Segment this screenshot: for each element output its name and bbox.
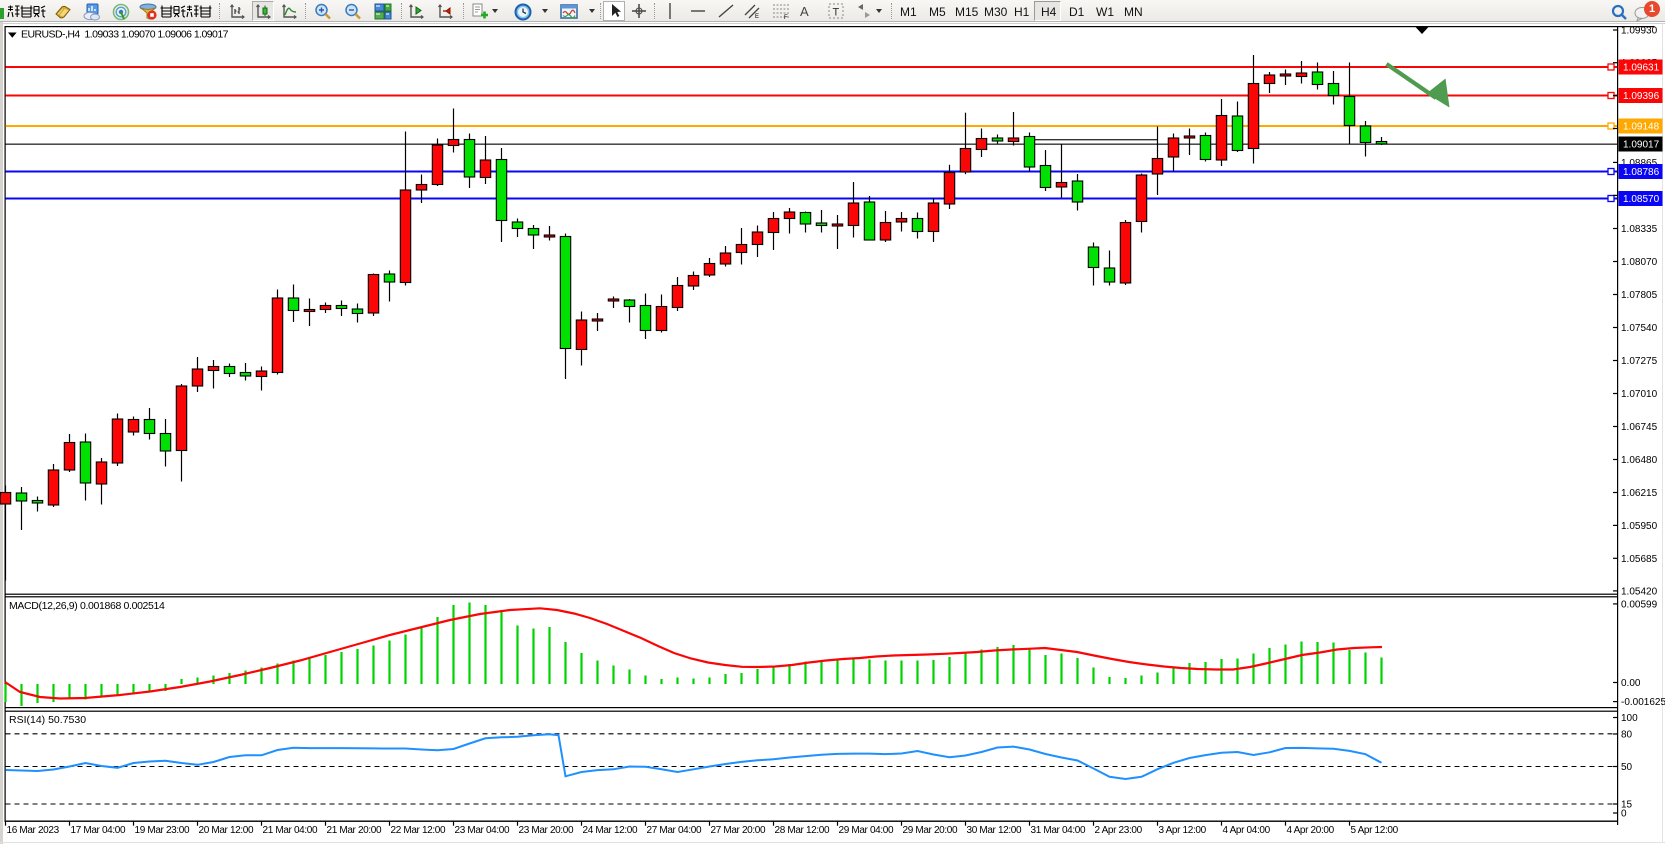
svg-text:4 Apr 20:00: 4 Apr 20:00 <box>1287 825 1335 836</box>
svg-text:23 Mar 04:00: 23 Mar 04:00 <box>455 825 511 836</box>
svg-text:1.09631: 1.09631 <box>1623 63 1660 74</box>
svg-text:1.07805: 1.07805 <box>1621 290 1658 301</box>
svg-text:T: T <box>833 7 840 19</box>
svg-text:3 Apr 12:00: 3 Apr 12:00 <box>1159 825 1207 836</box>
svg-text:1.07275: 1.07275 <box>1621 356 1658 367</box>
svg-text:27 Mar 20:00: 27 Mar 20:00 <box>711 825 767 836</box>
svg-text:50: 50 <box>1621 762 1633 773</box>
svg-text:16 Mar 2023: 16 Mar 2023 <box>7 825 60 836</box>
svg-text:20 Mar 12:00: 20 Mar 12:00 <box>199 825 255 836</box>
svg-text:0: 0 <box>1621 809 1627 820</box>
svg-text:0.00599: 0.00599 <box>1621 599 1658 610</box>
svg-text:22 Mar 12:00: 22 Mar 12:00 <box>391 825 447 836</box>
svg-text:1.05420: 1.05420 <box>1621 586 1658 597</box>
svg-text:80: 80 <box>1621 730 1633 741</box>
svg-text:24 Mar 12:00: 24 Mar 12:00 <box>583 825 639 836</box>
svg-text:EURUSD-,H4 1.09033 1.09070 1.: EURUSD-,H4 1.09033 1.09070 1.09006 1.090… <box>21 29 229 41</box>
svg-text:1.08865: 1.08865 <box>1621 158 1658 169</box>
svg-text:E: E <box>755 14 759 20</box>
svg-text:4 Apr 04:00: 4 Apr 04:00 <box>1223 825 1271 836</box>
svg-text:21 Mar 20:00: 21 Mar 20:00 <box>327 825 383 836</box>
svg-text:21 Mar 04:00: 21 Mar 04:00 <box>263 825 319 836</box>
svg-text:1.08335: 1.08335 <box>1621 224 1658 235</box>
svg-text:100: 100 <box>1621 713 1638 724</box>
svg-text:1.08786: 1.08786 <box>1623 167 1660 178</box>
svg-text:1.05950: 1.05950 <box>1621 521 1658 532</box>
svg-text:2 Apr 23:00: 2 Apr 23:00 <box>1095 825 1143 836</box>
svg-text:5 Apr 12:00: 5 Apr 12:00 <box>1351 825 1399 836</box>
svg-text:1.06480: 1.06480 <box>1621 455 1658 466</box>
svg-text:1.06745: 1.06745 <box>1621 422 1658 433</box>
svg-text:MACD(12,26,9) 0.001868 0.00251: MACD(12,26,9) 0.001868 0.002514 <box>9 600 165 612</box>
svg-text:19 Mar 23:00: 19 Mar 23:00 <box>135 825 191 836</box>
svg-text:17 Mar 04:00: 17 Mar 04:00 <box>71 825 127 836</box>
svg-text:F: F <box>784 15 788 20</box>
svg-text:31 Mar 04:00: 31 Mar 04:00 <box>1031 825 1087 836</box>
svg-text:1.09017: 1.09017 <box>1623 140 1660 151</box>
svg-text:1.06215: 1.06215 <box>1621 488 1658 499</box>
svg-text:1.08570: 1.08570 <box>1623 194 1660 205</box>
svg-text:1.09930: 1.09930 <box>1621 26 1658 37</box>
svg-text:15: 15 <box>1621 800 1633 811</box>
svg-text:1.09396: 1.09396 <box>1623 91 1660 102</box>
svg-text:-0.001625: -0.001625 <box>1621 697 1665 708</box>
svg-text:1.09148: 1.09148 <box>1623 122 1660 133</box>
svg-text:23 Mar 20:00: 23 Mar 20:00 <box>519 825 575 836</box>
svg-text:28 Mar 12:00: 28 Mar 12:00 <box>775 825 831 836</box>
svg-text:29 Mar 20:00: 29 Mar 20:00 <box>903 825 959 836</box>
svg-text:30 Mar 12:00: 30 Mar 12:00 <box>967 825 1023 836</box>
svg-text:1.08070: 1.08070 <box>1621 257 1658 268</box>
svg-text:27 Mar 04:00: 27 Mar 04:00 <box>647 825 703 836</box>
svg-text:1.07010: 1.07010 <box>1621 389 1658 400</box>
svg-text:RSI(14) 50.7530: RSI(14) 50.7530 <box>9 714 86 726</box>
svg-text:29 Mar 04:00: 29 Mar 04:00 <box>839 825 895 836</box>
svg-text:1.05685: 1.05685 <box>1621 554 1658 565</box>
svg-text:1.07540: 1.07540 <box>1621 323 1658 334</box>
svg-text:0.00: 0.00 <box>1621 678 1641 689</box>
